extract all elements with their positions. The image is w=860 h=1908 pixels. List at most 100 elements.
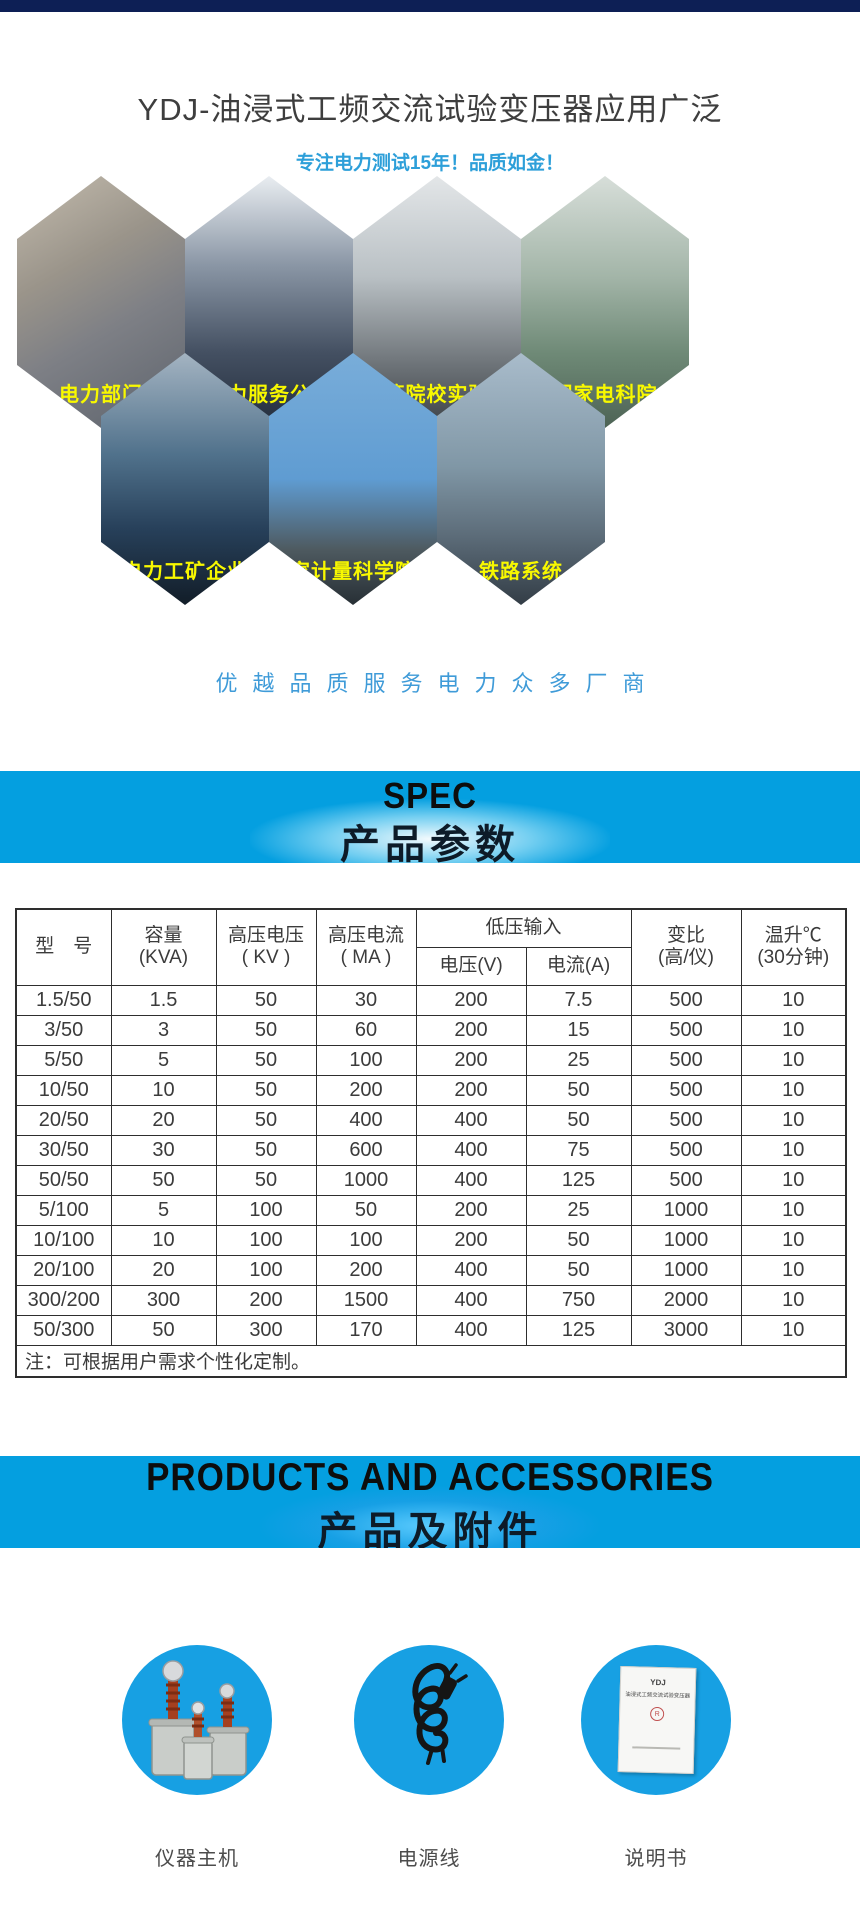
table-cell: 50 bbox=[525, 1224, 632, 1256]
table-cell: 1000 bbox=[630, 1194, 742, 1226]
spec-table-container: 型 号 容量 (KVA) 高压电压 ( KV ) 高压电流 ( MA ) 低压输… bbox=[15, 908, 848, 1378]
table-cell: 200 bbox=[215, 1284, 317, 1316]
table-cell: 400 bbox=[415, 1104, 527, 1136]
accessory-image-power-cable bbox=[354, 1645, 504, 1795]
table-cell: 50 bbox=[215, 1134, 317, 1166]
accessory-label-manual: 说明书 bbox=[624, 1848, 688, 1870]
table-row: 5/100 5 100 50 200 25 1000 10 bbox=[15, 1194, 847, 1226]
table-cell: 170 bbox=[315, 1314, 417, 1346]
table-row: 50/300 50 300 170 400 125 3000 10 bbox=[15, 1314, 847, 1346]
table-cell: 100 bbox=[315, 1044, 417, 1076]
table-cell: 5/50 bbox=[15, 1044, 112, 1076]
table-cell: 50 bbox=[215, 1014, 317, 1046]
table-cell: 400 bbox=[315, 1104, 417, 1136]
manual-logo: R bbox=[649, 1706, 665, 1722]
table-cell: 20/100 bbox=[15, 1254, 112, 1286]
table-cell: 20 bbox=[110, 1254, 217, 1286]
table-cell: 10 bbox=[110, 1224, 217, 1256]
table-cell: 10 bbox=[740, 1164, 847, 1196]
table-cell: 500 bbox=[630, 1074, 742, 1106]
table-cell: 100 bbox=[215, 1224, 317, 1256]
table-cell: 50 bbox=[215, 1074, 317, 1106]
table-note-row: 注：可根据用户需求个性化定制。 bbox=[15, 1344, 847, 1378]
table-row: 20/100 20 100 200 400 50 1000 10 bbox=[15, 1254, 847, 1286]
col-header-lv-current: 电流(A) bbox=[525, 946, 632, 986]
accessories-banner-en-title: PRODUCTS AND ACCESSORIES bbox=[146, 1456, 714, 1499]
table-cell: 10/50 bbox=[15, 1074, 112, 1106]
table-row: 1.5/50 1.5 50 30 200 7.5 500 10 bbox=[15, 984, 847, 1016]
table-cell: 400 bbox=[415, 1284, 527, 1316]
table-cell: 10 bbox=[740, 1074, 847, 1106]
header-line: (KVA) bbox=[138, 947, 189, 969]
table-cell: 125 bbox=[525, 1164, 632, 1196]
table-cell: 100 bbox=[315, 1224, 417, 1256]
table-cell: 50 bbox=[215, 1104, 317, 1136]
page-title: YDJ-油浸式工频交流试验变压器应用广泛 bbox=[137, 92, 723, 127]
table-cell: 50 bbox=[110, 1314, 217, 1346]
col-header-hv-current: 高压电流 ( MA ) bbox=[315, 908, 417, 986]
hex-label: 国家计量科学院所 bbox=[269, 561, 437, 583]
table-cell: 500 bbox=[630, 1134, 742, 1166]
header-line: (30分钟) bbox=[757, 947, 830, 969]
manual-cover-model: YDJ bbox=[650, 1677, 666, 1688]
table-cell: 25 bbox=[525, 1194, 632, 1226]
top-navy-bar bbox=[0, 0, 860, 12]
table-cell: 30/50 bbox=[15, 1134, 112, 1166]
table-cell: 5 bbox=[110, 1194, 217, 1226]
table-cell: 10 bbox=[740, 1284, 847, 1316]
table-row: 30/50 30 50 600 400 75 500 10 bbox=[15, 1134, 847, 1166]
header-line: ( MA ) bbox=[340, 947, 392, 969]
power-cable-icon bbox=[412, 1663, 468, 1765]
table-cell: 200 bbox=[315, 1254, 417, 1286]
table-cell: 15 bbox=[525, 1014, 632, 1046]
table-cell: 10 bbox=[740, 1104, 847, 1136]
table-cell: 50 bbox=[215, 1164, 317, 1196]
page-subtitle: 专注电力测试15年！品质如金！ bbox=[295, 153, 565, 174]
col-header-capacity: 容量 (KVA) bbox=[110, 908, 217, 986]
hex-label: 电力工矿企业 bbox=[122, 561, 248, 583]
manual-footer-line bbox=[632, 1746, 681, 1750]
application-hex-railway-system: 铁路系统 bbox=[437, 353, 605, 605]
table-cell: 1000 bbox=[630, 1254, 742, 1286]
header-line: ( KV ) bbox=[241, 947, 291, 969]
table-cell: 750 bbox=[525, 1284, 632, 1316]
table-cell: 1.5/50 bbox=[15, 984, 112, 1016]
table-cell: 10 bbox=[110, 1074, 217, 1106]
table-subheader-row: 电压(V) 电流(A) bbox=[16, 946, 846, 986]
table-cell: 600 bbox=[315, 1134, 417, 1166]
table-cell: 10 bbox=[740, 1314, 847, 1346]
table-note: 注：可根据用户需求个性化定制。 bbox=[15, 1344, 847, 1378]
spec-banner-cn-title: 产品参数 bbox=[340, 823, 520, 863]
accessories-banner-cn-title: 产品及附件 bbox=[317, 1510, 543, 1548]
table-cell: 50 bbox=[215, 984, 317, 1016]
table-cell: 10 bbox=[740, 1014, 847, 1046]
hex-label: 电力部门 bbox=[59, 384, 143, 406]
table-cell: 1500 bbox=[315, 1284, 417, 1316]
table-cell: 1.5 bbox=[110, 984, 217, 1016]
table-cell: 500 bbox=[630, 1014, 742, 1046]
table-cell: 500 bbox=[630, 1164, 742, 1196]
table-cell: 3000 bbox=[630, 1314, 742, 1346]
manual-booklet: YDJ 油浸式工频交流试验变压器 R bbox=[617, 1666, 697, 1774]
table-cell: 50/300 bbox=[15, 1314, 112, 1346]
table-cell: 50 bbox=[525, 1074, 632, 1106]
table-row: 5/50 5 50 100 200 25 500 10 bbox=[15, 1044, 847, 1076]
col-header-temp-rise: 温升℃ (30分钟) bbox=[740, 908, 847, 986]
accessory-label-power-cable: 电源线 bbox=[397, 1848, 461, 1870]
header-line: 变比 bbox=[667, 925, 706, 947]
table-cell: 400 bbox=[415, 1314, 527, 1346]
table-cell: 3/50 bbox=[15, 1014, 112, 1046]
table-cell: 50 bbox=[525, 1104, 632, 1136]
table-cell: 10 bbox=[740, 1044, 847, 1076]
spec-table: 型 号 容量 (KVA) 高压电压 ( KV ) 高压电流 ( MA ) 低压输… bbox=[15, 908, 848, 1378]
table-cell: 200 bbox=[415, 1194, 527, 1226]
accessory-label-main-unit: 仪器主机 bbox=[155, 1848, 239, 1870]
header-line: 高压电压 bbox=[227, 925, 304, 947]
test-transformer-icon bbox=[148, 1660, 250, 1780]
col-header-hv-voltage: 高压电压 ( KV ) bbox=[215, 908, 317, 986]
table-cell: 5 bbox=[110, 1044, 217, 1076]
table-cell: 400 bbox=[415, 1254, 527, 1286]
table-row: 300/200 300 200 1500 400 750 2000 10 bbox=[15, 1284, 847, 1316]
header-line: 温升℃ bbox=[764, 925, 822, 947]
